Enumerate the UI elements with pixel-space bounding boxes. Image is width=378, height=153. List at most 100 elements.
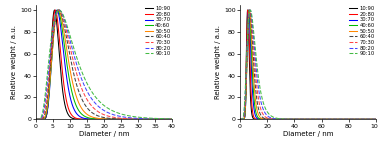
- 70:30: [301, 118, 305, 120]
- 30:70: [55, 9, 59, 11]
- 60:40: [301, 118, 305, 120]
- 30:70: [345, 118, 350, 120]
- Line: 40:60: 40:60: [36, 10, 172, 119]
- 40:60: [301, 118, 305, 120]
- 40:60: [345, 118, 350, 120]
- 70:30: [374, 118, 378, 120]
- 20:80: [166, 118, 170, 120]
- 60:40: [248, 9, 252, 11]
- Line: 60:40: 60:40: [36, 10, 172, 119]
- 70:30: [238, 118, 242, 120]
- Line: 30:70: 30:70: [240, 10, 376, 119]
- 60:40: [170, 118, 174, 120]
- X-axis label: Diameter / nm: Diameter / nm: [283, 131, 333, 137]
- 20:80: [141, 118, 146, 120]
- 10:90: [370, 118, 375, 120]
- 40:60: [238, 118, 242, 120]
- Line: 90:10: 90:10: [240, 10, 376, 119]
- 50:50: [370, 118, 375, 120]
- Line: 10:90: 10:90: [36, 10, 172, 119]
- 50:50: [40, 118, 45, 120]
- 90:10: [170, 118, 174, 120]
- 30:70: [238, 118, 242, 120]
- 30:70: [374, 118, 378, 120]
- 90:10: [100, 103, 104, 105]
- 70:30: [370, 118, 375, 120]
- 50:50: [301, 118, 305, 120]
- 70:30: [40, 116, 45, 118]
- Line: 20:80: 20:80: [240, 10, 376, 119]
- 60:40: [374, 118, 378, 120]
- 10:90: [370, 118, 375, 120]
- 10:90: [304, 118, 308, 120]
- 90:10: [57, 9, 61, 11]
- Line: 90:10: 90:10: [36, 10, 172, 119]
- 10:90: [96, 118, 101, 120]
- 30:70: [370, 118, 375, 120]
- Legend: 10:90, 20:80, 30:70, 40:60, 50:50, 60:40, 70:30, 80:20, 90:10: 10:90, 20:80, 30:70, 40:60, 50:50, 60:40…: [144, 6, 171, 57]
- 50:50: [304, 118, 308, 120]
- 90:10: [248, 9, 253, 11]
- 30:70: [100, 118, 104, 120]
- 50:50: [96, 118, 101, 119]
- 60:40: [370, 118, 375, 120]
- 70:30: [57, 9, 61, 11]
- 80:20: [96, 106, 101, 107]
- 30:70: [40, 118, 45, 120]
- 60:40: [57, 9, 61, 11]
- 90:10: [374, 118, 378, 120]
- 90:10: [245, 48, 249, 50]
- 90:10: [166, 118, 170, 120]
- 30:70: [304, 118, 308, 120]
- 70:30: [370, 118, 375, 120]
- 10:90: [301, 118, 305, 120]
- 10:90: [245, 9, 250, 11]
- Line: 80:20: 80:20: [240, 10, 376, 119]
- 80:20: [374, 118, 378, 120]
- 20:80: [53, 9, 57, 11]
- 90:10: [370, 118, 375, 120]
- 40:60: [247, 9, 251, 11]
- 60:40: [370, 118, 375, 120]
- 90:10: [304, 118, 308, 120]
- 20:80: [170, 118, 174, 120]
- 80:20: [370, 118, 375, 120]
- 80:20: [166, 118, 170, 120]
- 50:50: [238, 118, 242, 120]
- 60:40: [238, 118, 242, 120]
- 20:80: [370, 118, 375, 120]
- 30:70: [301, 118, 305, 120]
- 80:20: [238, 118, 242, 120]
- 30:70: [370, 118, 375, 120]
- 10:90: [40, 118, 45, 120]
- 10:90: [345, 118, 350, 120]
- 20:80: [304, 118, 308, 120]
- 30:70: [166, 118, 170, 120]
- 20:80: [34, 118, 38, 120]
- 40:60: [40, 118, 45, 120]
- 60:40: [245, 58, 249, 60]
- 40:60: [56, 9, 60, 11]
- 60:40: [141, 118, 146, 120]
- 70:30: [34, 118, 38, 120]
- 80:20: [40, 114, 45, 116]
- 20:80: [370, 118, 375, 120]
- 50:50: [166, 118, 170, 120]
- 50:50: [245, 58, 249, 60]
- Line: 50:50: 50:50: [240, 10, 376, 119]
- 70:30: [100, 113, 104, 115]
- 30:70: [245, 52, 249, 54]
- 40:60: [166, 118, 170, 120]
- Line: 70:30: 70:30: [240, 10, 376, 119]
- 70:30: [166, 118, 170, 120]
- 10:90: [52, 9, 57, 11]
- 20:80: [301, 118, 305, 120]
- 80:20: [301, 118, 305, 120]
- 50:50: [345, 118, 350, 120]
- 10:90: [238, 118, 242, 120]
- 90:10: [345, 118, 350, 120]
- 70:30: [245, 55, 249, 56]
- 90:10: [141, 117, 146, 119]
- 70:30: [141, 118, 146, 120]
- 10:90: [166, 118, 170, 120]
